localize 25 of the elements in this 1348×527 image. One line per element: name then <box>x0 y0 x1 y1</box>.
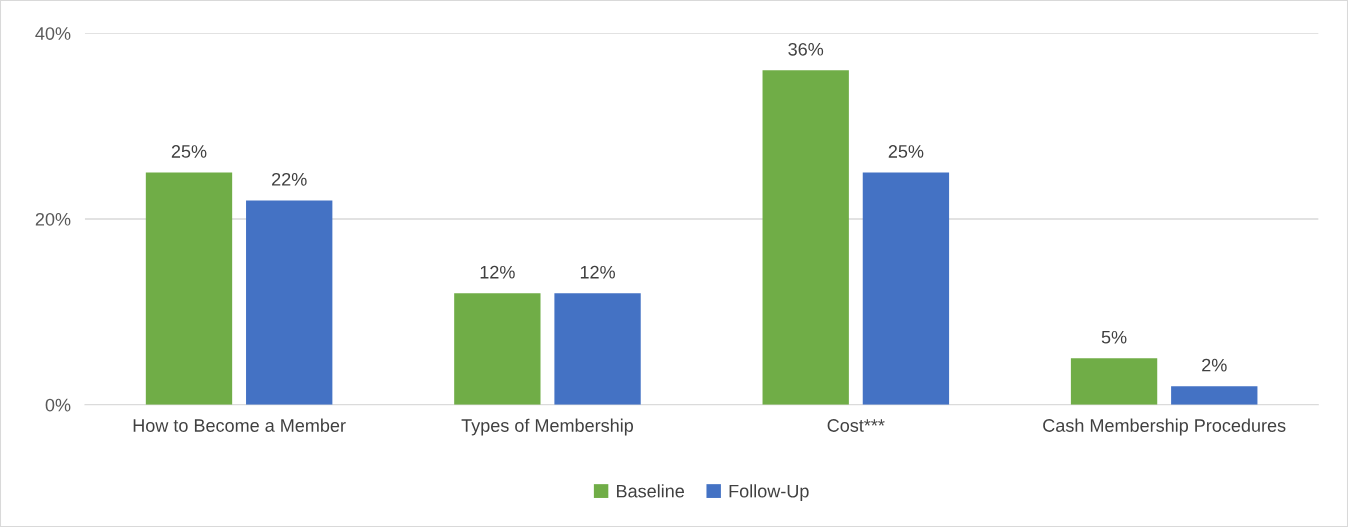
bar <box>454 293 541 405</box>
legend-label: Baseline <box>617 484 684 498</box>
bar <box>762 70 849 405</box>
y-tick-label: 20% <box>35 212 71 226</box>
data-label: 25% <box>171 145 207 158</box>
x-tick-label: Cost*** <box>827 419 885 432</box>
bar <box>1171 386 1258 405</box>
data-label: 2% <box>1202 358 1227 372</box>
bar <box>1070 358 1158 405</box>
data-label: 12% <box>580 265 615 279</box>
data-label: 25% <box>888 145 924 158</box>
x-tick-label: Types of Membership <box>461 418 634 436</box>
data-label: 22% <box>272 172 307 186</box>
bar <box>246 200 333 405</box>
data-label: 36% <box>788 42 824 56</box>
bar <box>554 293 641 405</box>
y-tick-label: 0% <box>45 398 71 412</box>
y-tick-label: 40% <box>35 27 71 40</box>
data-label: 5% <box>1101 330 1127 344</box>
data-label: 12% <box>480 265 515 279</box>
x-tick-label: How to Become a Member <box>133 418 346 432</box>
bar <box>145 172 233 405</box>
legend-label: Follow-Up <box>729 484 809 502</box>
x-tick-label: Cash Membership Procedures <box>1043 418 1286 436</box>
bar <box>862 172 950 405</box>
